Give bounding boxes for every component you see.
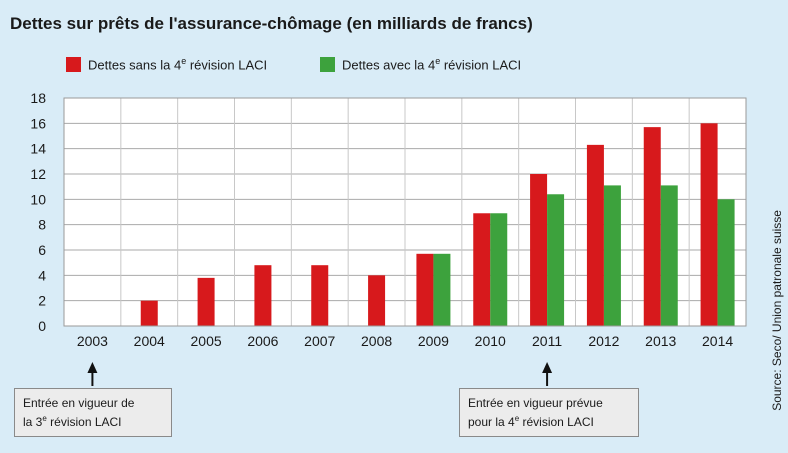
annotation-arrow-head-2003: [87, 362, 98, 373]
bar-sans-2006: [254, 265, 272, 326]
y-tick-label: 12: [30, 166, 46, 182]
bar-avec-2014: [717, 199, 735, 326]
bar-sans-2014: [700, 123, 718, 326]
annotation-2011: Entrée en vigueur prévue pour la 4e révi…: [459, 388, 639, 437]
bar-sans-2013: [643, 127, 661, 326]
legend-item-sans: Dettes sans la 4e révision LACI: [66, 56, 267, 72]
bar-avec-2010: [490, 213, 508, 326]
x-tick-label: 2013: [645, 333, 676, 349]
x-tick-label: 2008: [361, 333, 392, 349]
chart-title: Dettes sur prêts de l'assurance-chômage …: [10, 14, 533, 33]
y-tick-label: 4: [38, 267, 46, 283]
legend-label-avec: Dettes avec la 4e révision LACI: [342, 56, 522, 73]
x-tick-label: 2014: [702, 333, 733, 349]
bar-avec-2013: [660, 185, 678, 326]
annotation-2003: Entrée en vigueur de la 3e révision LACI: [14, 388, 172, 437]
x-tick-label: 2003: [77, 333, 108, 349]
annotation-arrow-head-2011: [542, 362, 553, 373]
plot-border: [63, 97, 747, 327]
bar-sans-2009: [416, 253, 434, 326]
bar-avec-2012: [603, 185, 621, 326]
y-tick-label: 6: [38, 242, 46, 258]
x-tick-label: 2006: [247, 333, 278, 349]
bar-sans-2011: [530, 174, 548, 326]
bar-avec-2011: [547, 194, 565, 326]
y-tick-label: 16: [30, 115, 46, 131]
x-tick-label: 2010: [475, 333, 506, 349]
y-tick-label: 14: [30, 141, 46, 157]
x-tick-label: 2011: [532, 333, 562, 349]
y-tick-label: 10: [30, 191, 46, 207]
source-note: Source: Seco/ Union patronale suisse: [770, 210, 784, 411]
y-tick-label: 18: [30, 90, 46, 106]
y-tick-label: 2: [38, 293, 46, 309]
legend-swatch-green: [320, 56, 335, 72]
bar-sans-2008: [368, 275, 386, 326]
bar-sans-2004: [140, 300, 158, 326]
x-tick-label: 2005: [191, 333, 222, 349]
y-tick-label: 8: [38, 217, 46, 233]
bar-sans-2005: [197, 277, 215, 326]
y-tick-label: 0: [38, 318, 46, 334]
x-tick-label: 2007: [304, 333, 335, 349]
bar-sans-2007: [311, 265, 329, 326]
bar-sans-2012: [586, 144, 604, 326]
bar-avec-2009: [433, 253, 451, 326]
legend-label-sans: Dettes sans la 4e révision LACI: [88, 56, 268, 73]
legend-item-avec: Dettes avec la 4e révision LACI: [320, 56, 521, 72]
x-tick-label: 2012: [588, 333, 619, 349]
x-tick-label: 2004: [134, 333, 165, 349]
x-tick-label: 2009: [418, 333, 449, 349]
bar-sans-2010: [473, 213, 491, 326]
legend-swatch-red: [66, 56, 81, 72]
